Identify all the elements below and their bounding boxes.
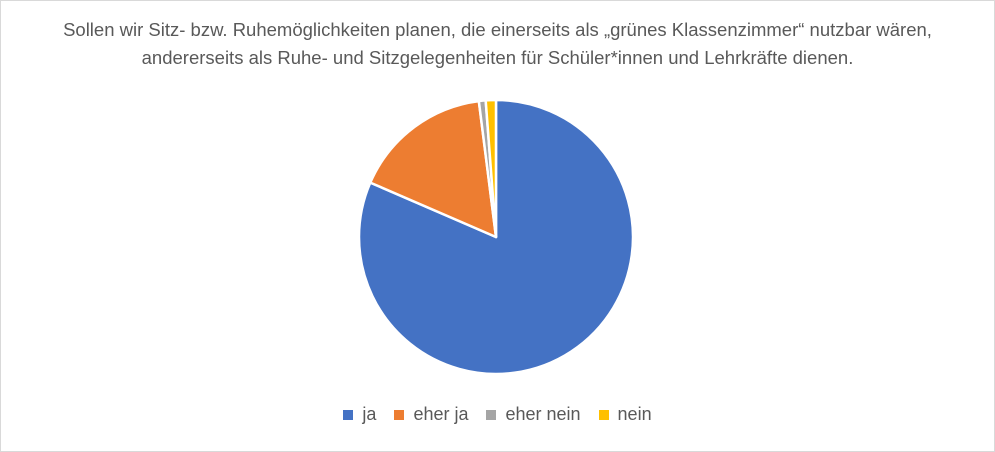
legend-label: eher ja — [413, 404, 469, 424]
legend-swatch — [394, 409, 405, 420]
legend-label: ja — [362, 404, 377, 424]
pie-slice-eher-ja — [369, 99, 498, 239]
chart-title-line-2: andererseits als Ruhe- und Sitzgelegenhe… — [141, 47, 854, 68]
legend-label: eher nein — [505, 404, 581, 424]
legend-item-eher-nein: eher nein — [486, 404, 581, 425]
legend-label: nein — [617, 404, 652, 424]
legend-swatch — [598, 409, 609, 420]
legend-swatch — [486, 409, 497, 420]
legend-item-ja: ja — [343, 404, 376, 425]
pie-slice-nein — [484, 98, 498, 239]
legend-item-nein: nein — [598, 404, 652, 425]
chart-title: Sollen wir Sitz- bzw. Ruhemöglichkeiten … — [0, 16, 995, 72]
legend-swatch — [343, 409, 354, 420]
chart-title-line-1: Sollen wir Sitz- bzw. Ruhemöglichkeiten … — [63, 19, 932, 40]
legend-item-eher-ja: eher ja — [394, 404, 468, 425]
chart-legend: ja eher ja eher nein nein — [0, 404, 995, 425]
